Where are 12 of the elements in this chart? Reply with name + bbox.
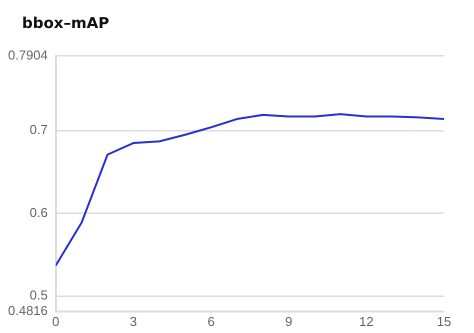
y-tick-label: 0.5	[30, 288, 48, 303]
y-tick-label: 0.4816	[8, 302, 48, 318]
y-tick-label: 0.7904	[8, 47, 48, 62]
chart-title: bbox–mAP	[22, 14, 110, 32]
x-tick-label: 6	[207, 314, 215, 329]
x-tick-label: 12	[359, 314, 374, 329]
x-tick-label: 3	[130, 314, 138, 329]
y-tick-label: 0.7	[30, 122, 48, 138]
x-tick-label: 9	[285, 314, 292, 329]
y-tick-label: 0.6	[30, 204, 48, 220]
x-tick-label: 15	[436, 314, 452, 329]
x-tick-label: 0	[52, 314, 60, 329]
